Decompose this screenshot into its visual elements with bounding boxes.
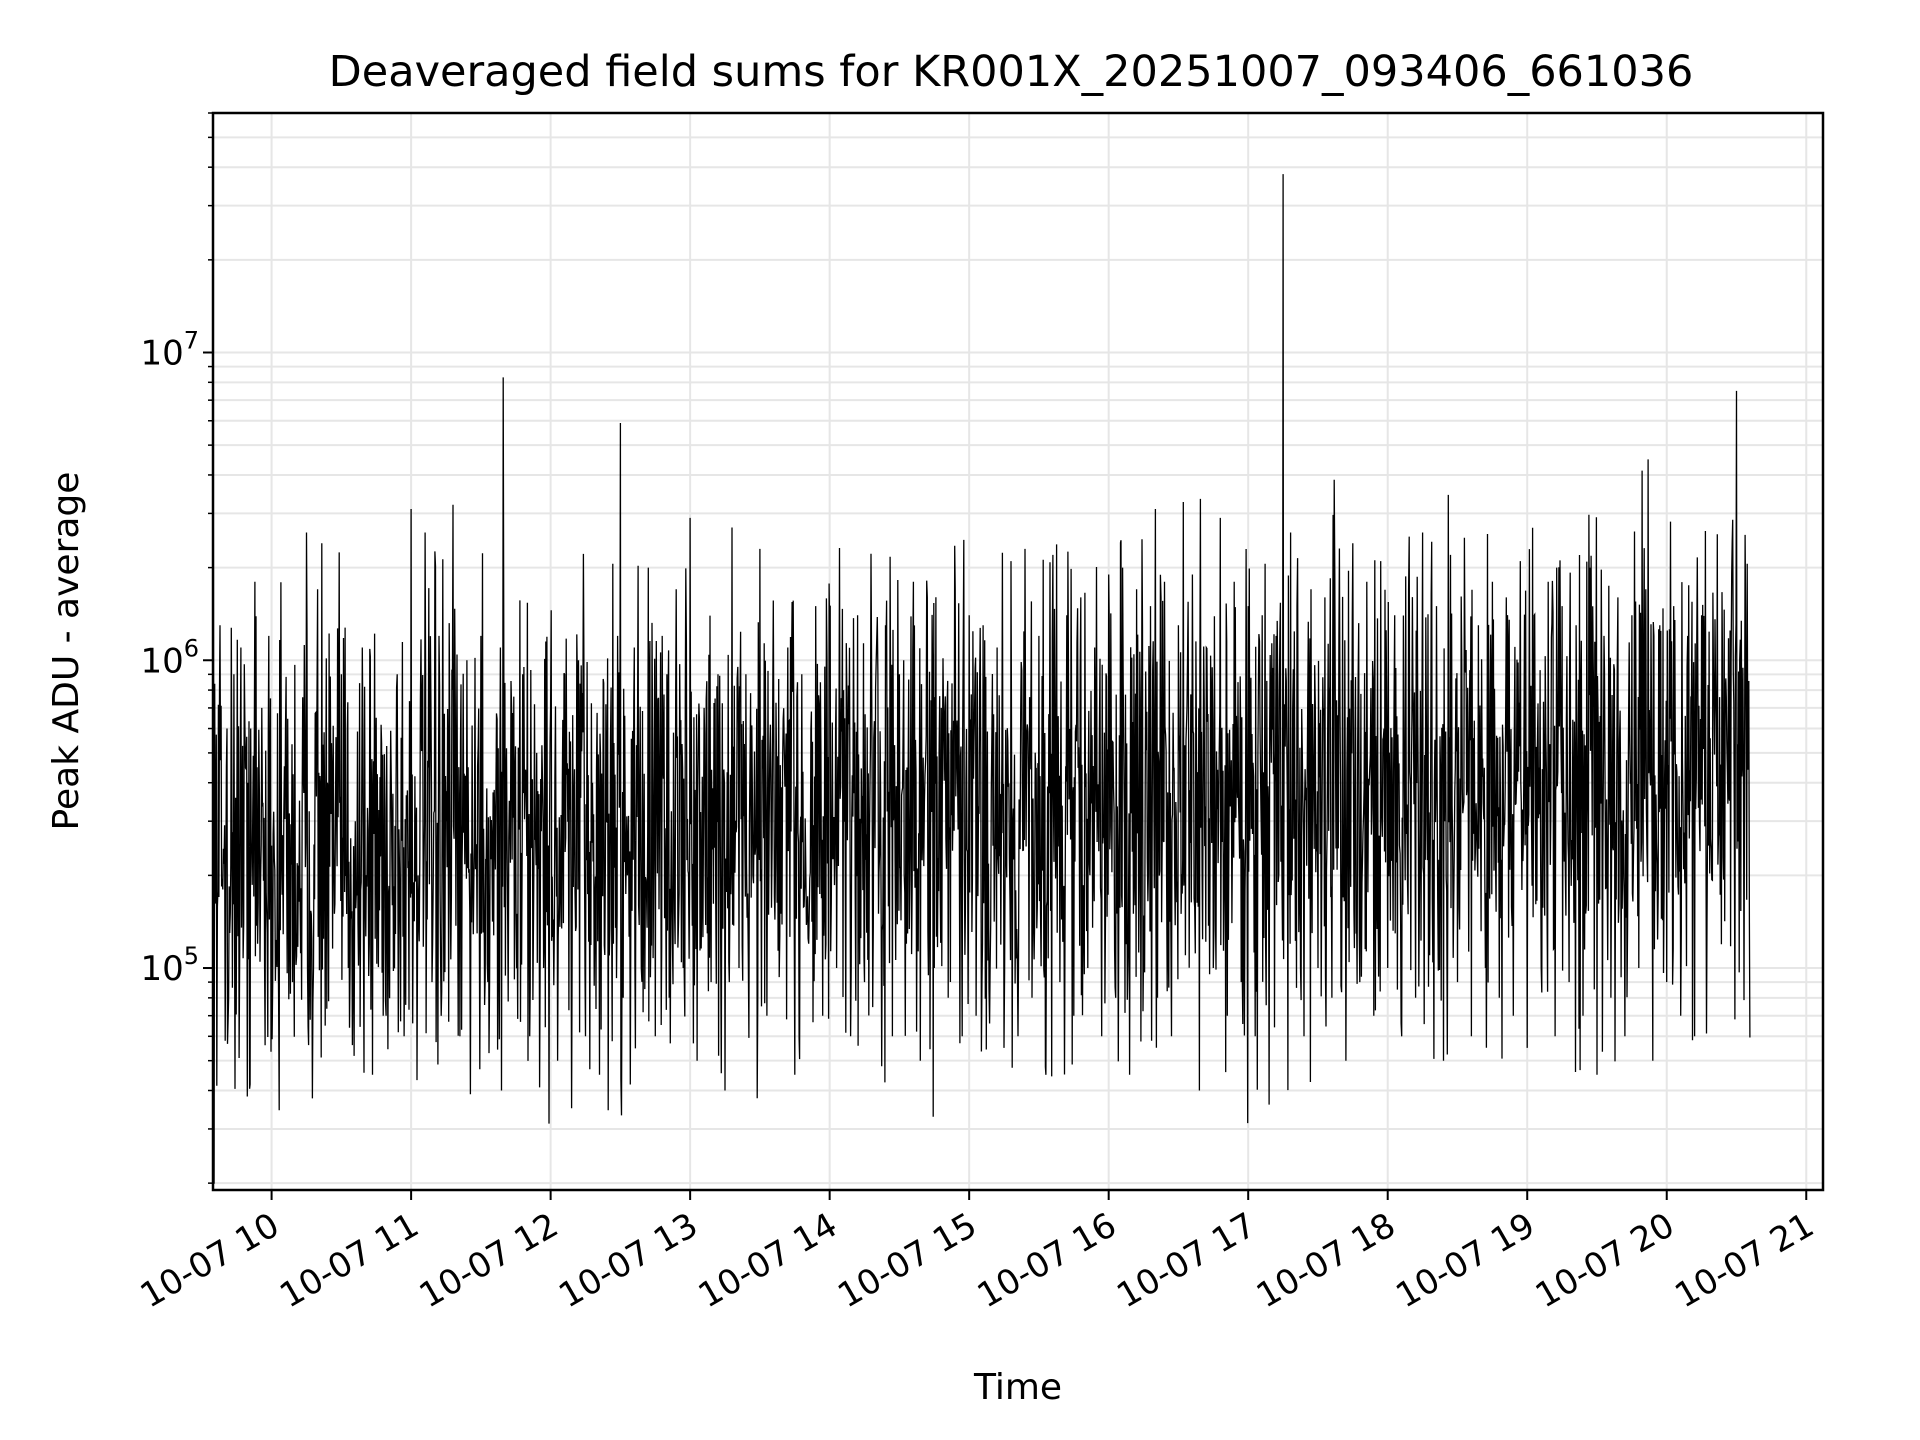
chart-title: Deaveraged field sums for KR001X_2025100… xyxy=(329,47,1694,97)
y-tick-label: 105 xyxy=(140,942,199,989)
y-tick-exponent: 6 xyxy=(184,634,199,662)
x-axis-label: Time xyxy=(973,1367,1062,1408)
y-tick-exponent: 5 xyxy=(184,942,199,970)
y-tick-exponent: 7 xyxy=(184,326,199,354)
series-line xyxy=(212,174,1751,1184)
axes-frame xyxy=(211,111,1825,1192)
y-tick-base: 10 xyxy=(140,641,183,681)
plot-area xyxy=(212,174,1751,1184)
y-tick-label: 107 xyxy=(140,326,199,373)
y-tick-base: 10 xyxy=(140,333,183,373)
y-axis-label: Peak ADU - average xyxy=(46,472,87,831)
y-tick-label: 106 xyxy=(140,634,199,681)
y-tick-base: 10 xyxy=(140,949,183,989)
